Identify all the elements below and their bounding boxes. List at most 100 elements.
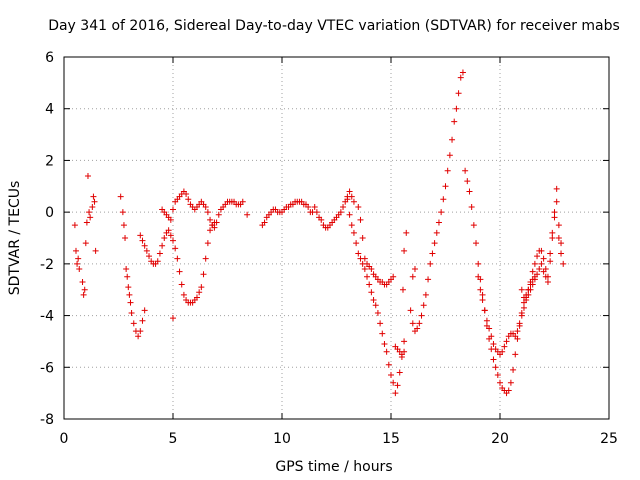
data-point xyxy=(401,247,408,254)
data-point xyxy=(143,247,150,254)
data-point xyxy=(172,245,179,252)
x-tick-label: 5 xyxy=(169,431,178,447)
data-point xyxy=(433,229,440,236)
data-point xyxy=(534,271,541,278)
data-point xyxy=(198,284,205,291)
data-point xyxy=(370,297,377,304)
data-point xyxy=(170,237,176,244)
data-point xyxy=(475,273,482,280)
data-point xyxy=(468,203,475,210)
data-point xyxy=(379,330,386,337)
data-point xyxy=(305,203,312,210)
data-point xyxy=(75,255,82,262)
data-point xyxy=(473,240,480,247)
data-point xyxy=(244,211,251,218)
data-point xyxy=(174,255,181,262)
data-point xyxy=(346,211,353,218)
data-point xyxy=(159,242,166,249)
data-point xyxy=(135,333,142,340)
data-point xyxy=(510,366,517,373)
data-point xyxy=(388,372,394,379)
data-point xyxy=(355,203,362,210)
data-point xyxy=(418,312,425,319)
data-point xyxy=(494,372,501,379)
data-point xyxy=(211,224,218,231)
data-point xyxy=(344,196,351,203)
data-point xyxy=(442,183,449,190)
data-point xyxy=(505,387,512,394)
x-tick-label: 10 xyxy=(273,431,291,447)
data-point xyxy=(359,235,366,241)
data-point xyxy=(503,338,510,345)
data-point xyxy=(492,364,499,371)
data-point xyxy=(196,289,203,296)
data-point xyxy=(353,240,360,247)
y-axis-title: SDTVAR / TECUs xyxy=(7,181,23,296)
data-point xyxy=(475,260,482,267)
data-point xyxy=(120,222,127,229)
data-point xyxy=(154,258,161,265)
x-tick-label: 15 xyxy=(382,431,400,447)
series-segment-j xyxy=(475,198,567,358)
data-point xyxy=(414,325,421,332)
data-point xyxy=(527,286,534,293)
data-point xyxy=(411,266,418,273)
data-point xyxy=(364,273,371,280)
data-point xyxy=(146,253,153,260)
data-point xyxy=(416,320,423,327)
data-point xyxy=(555,222,562,229)
data-point xyxy=(427,260,434,267)
data-point xyxy=(137,232,144,239)
data-point xyxy=(368,289,375,296)
data-point xyxy=(239,198,246,205)
grid xyxy=(64,57,609,419)
data-point xyxy=(200,271,207,278)
x-tick-label: 0 xyxy=(60,431,69,447)
data-point xyxy=(407,307,414,314)
y-tick-label: -6 xyxy=(40,360,54,376)
data-point xyxy=(141,307,148,314)
data-point xyxy=(368,266,375,273)
data-point xyxy=(90,193,97,200)
data-point xyxy=(350,229,357,236)
data-point xyxy=(429,250,436,257)
data-point xyxy=(127,299,134,306)
data-point xyxy=(538,260,545,267)
data-point xyxy=(425,276,432,283)
data-point xyxy=(117,193,124,200)
data-point xyxy=(558,240,565,247)
data-point xyxy=(167,216,174,223)
data-point xyxy=(83,219,90,226)
data-point xyxy=(207,227,214,234)
data-point xyxy=(337,209,344,216)
data-point xyxy=(122,235,129,241)
data-point xyxy=(560,260,567,267)
data-point xyxy=(531,260,538,267)
data-point xyxy=(394,382,401,389)
data-point xyxy=(531,276,538,283)
axis-ticks xyxy=(63,56,610,420)
data-point xyxy=(507,379,514,386)
y-tick-label: -4 xyxy=(40,309,54,325)
data-point xyxy=(547,250,554,257)
series-segment-c xyxy=(137,219,218,306)
data-point xyxy=(89,203,96,210)
data-point xyxy=(383,348,390,355)
data-point xyxy=(372,302,379,309)
data-point xyxy=(161,235,168,241)
data-point xyxy=(481,307,488,314)
data-point xyxy=(119,209,126,216)
series-segment-e xyxy=(259,188,357,231)
data-point xyxy=(350,198,357,205)
y-tick-label: 6 xyxy=(45,50,54,66)
data-point xyxy=(523,297,530,304)
data-point xyxy=(180,291,187,298)
data-point xyxy=(490,341,497,348)
series-segment-d xyxy=(159,188,251,322)
data-point xyxy=(87,214,94,221)
data-points xyxy=(71,69,567,397)
data-point xyxy=(139,317,146,324)
data-point xyxy=(170,315,176,322)
y-tick-label: 2 xyxy=(45,153,54,169)
